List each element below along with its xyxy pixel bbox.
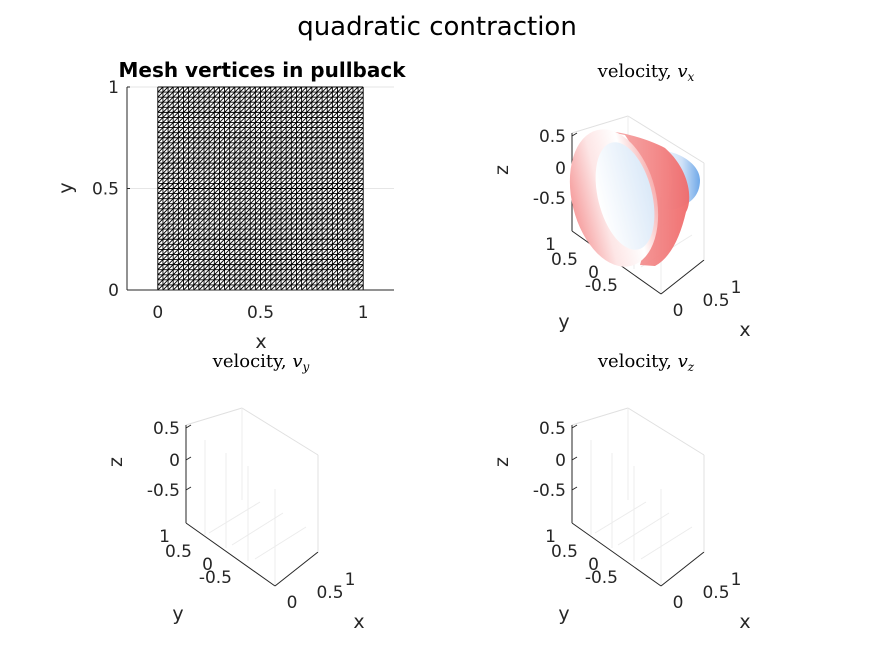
x-tick-label: 0 (673, 301, 684, 321)
y-tick-label: -0.5 (585, 276, 618, 296)
y-tick-label: -0.5 (585, 568, 618, 588)
mesh-x-tick-label: 1 (358, 303, 369, 323)
x-axis-label: x (739, 611, 750, 633)
z-tick-label: 0.5 (153, 419, 180, 439)
grid-line (571, 407, 629, 426)
z-tick (571, 456, 578, 461)
y-axis (185, 522, 276, 587)
z-axis-label: z (105, 457, 127, 467)
z-tick (185, 456, 192, 461)
x-axis (660, 259, 705, 295)
y-tick-label: 1 (159, 527, 170, 547)
y-tick-label: 1 (545, 235, 556, 255)
z-tick (185, 424, 192, 429)
z-tick-label: -0.5 (147, 481, 180, 501)
figure-title: quadratic contraction (297, 12, 577, 42)
x-tick-label: 1 (731, 570, 742, 590)
z-tick-label: 0.5 (539, 419, 566, 439)
y-tick-label: 0 (588, 555, 599, 575)
y-axis (571, 522, 662, 587)
vx-surface (569, 129, 700, 267)
y-axis-label: y (172, 603, 183, 625)
z-tick-label: 0 (169, 451, 180, 471)
grid-line (185, 407, 243, 426)
y-axis-label: y (558, 311, 569, 333)
grid-line (640, 526, 693, 560)
x-tick-label: 0 (673, 593, 684, 613)
y-tick-label: 1 (545, 527, 556, 547)
vz-plot: velocity, vz -0.500.5z-0.500.51y 0 0.51x (491, 351, 751, 633)
grid-line (231, 512, 284, 546)
grid-line (594, 501, 647, 534)
grid-line (627, 115, 705, 164)
x-tick-label: 1 (731, 278, 742, 298)
x-tick-label: 0.5 (702, 583, 729, 603)
y-axis-label: y (558, 603, 569, 625)
mesh-axes (126, 86, 394, 291)
vy-plot-title: velocity, vy (212, 351, 310, 374)
mesh-y-axis-label: y (55, 182, 77, 193)
vx-surface-band (600, 130, 690, 266)
vz-tick-labels: -0.500.5z-0.500.51y 0 0.51x (491, 419, 751, 633)
mesh-x-tick-label: 0 (152, 303, 163, 323)
grid-line (254, 526, 307, 560)
vy-tick-labels: -0.500.5z-0.500.51y 0 0.51x (105, 419, 365, 633)
mesh-y-tick-labels: 00.51 (92, 78, 119, 301)
mesh-plot: Mesh vertices in pullback 0 0.5 1 00.51 x … (55, 58, 406, 353)
x-axis-label: x (353, 611, 364, 633)
mesh-y-tick-label: 1 (108, 78, 119, 98)
y-tick-label: 0.5 (551, 542, 578, 562)
x-axis-label: x (739, 319, 750, 341)
x-tick-label: 0.5 (316, 583, 343, 603)
z-axis-label: z (491, 457, 513, 467)
y-tick-label: -0.5 (199, 568, 232, 588)
vx-tick-labels: -0.500.5z-0.500.51y 0 0.51x (491, 127, 751, 341)
vx-plot: velocity, vx -0.500.5z-0.500.51y 0 0.51x (491, 61, 751, 341)
x-axis (274, 551, 319, 587)
mesh-plot-title: Mesh vertices in pullback (118, 58, 406, 82)
grid-line (241, 407, 319, 456)
vy-plot: velocity, vy -0.500.5z-0.500.51y 0 0.51x (105, 351, 365, 633)
mesh-x-tick-label: 0.5 (247, 303, 274, 323)
y-tick-label: 0 (202, 555, 213, 575)
grid-line (627, 407, 705, 456)
vx-plot-title: velocity, vx (597, 61, 695, 84)
z-axis-label: z (491, 165, 513, 175)
x-tick-label: 1 (345, 570, 356, 590)
z-tick-label: -0.5 (533, 481, 566, 501)
z-tick-label: 0 (555, 159, 566, 179)
y-tick-label: 0.5 (551, 250, 578, 270)
mesh-x-tick-labels: 0 0.5 1 (152, 303, 368, 323)
z-tick-label: 0.5 (539, 127, 566, 147)
grid-line (208, 501, 261, 534)
z-tick (571, 486, 578, 491)
y-tick-label: 0.5 (165, 542, 192, 562)
vz-axes-box (571, 407, 705, 587)
z-tick-label: 0 (555, 451, 566, 471)
y-tick-label: 0 (588, 263, 599, 283)
x-axis (660, 551, 705, 587)
mesh-edges (157, 86, 364, 291)
z-tick-label: -0.5 (533, 189, 566, 209)
mesh-x-axis-label: x (255, 331, 266, 353)
vx-surface-inner-disk (595, 142, 655, 250)
z-tick (571, 132, 578, 137)
vy-axes-box (185, 407, 319, 587)
x-tick-label: 0 (287, 593, 298, 613)
z-tick (185, 486, 192, 491)
mesh-y-tick-label: 0.5 (92, 180, 119, 200)
mesh-wireframe (157, 86, 364, 291)
z-tick (571, 424, 578, 429)
mesh-y-tick-label: 0 (108, 281, 119, 301)
grid-line (571, 115, 629, 134)
grid-line (617, 512, 670, 546)
vz-plot-title: velocity, vz (597, 351, 695, 374)
x-tick-label: 0.5 (702, 291, 729, 311)
